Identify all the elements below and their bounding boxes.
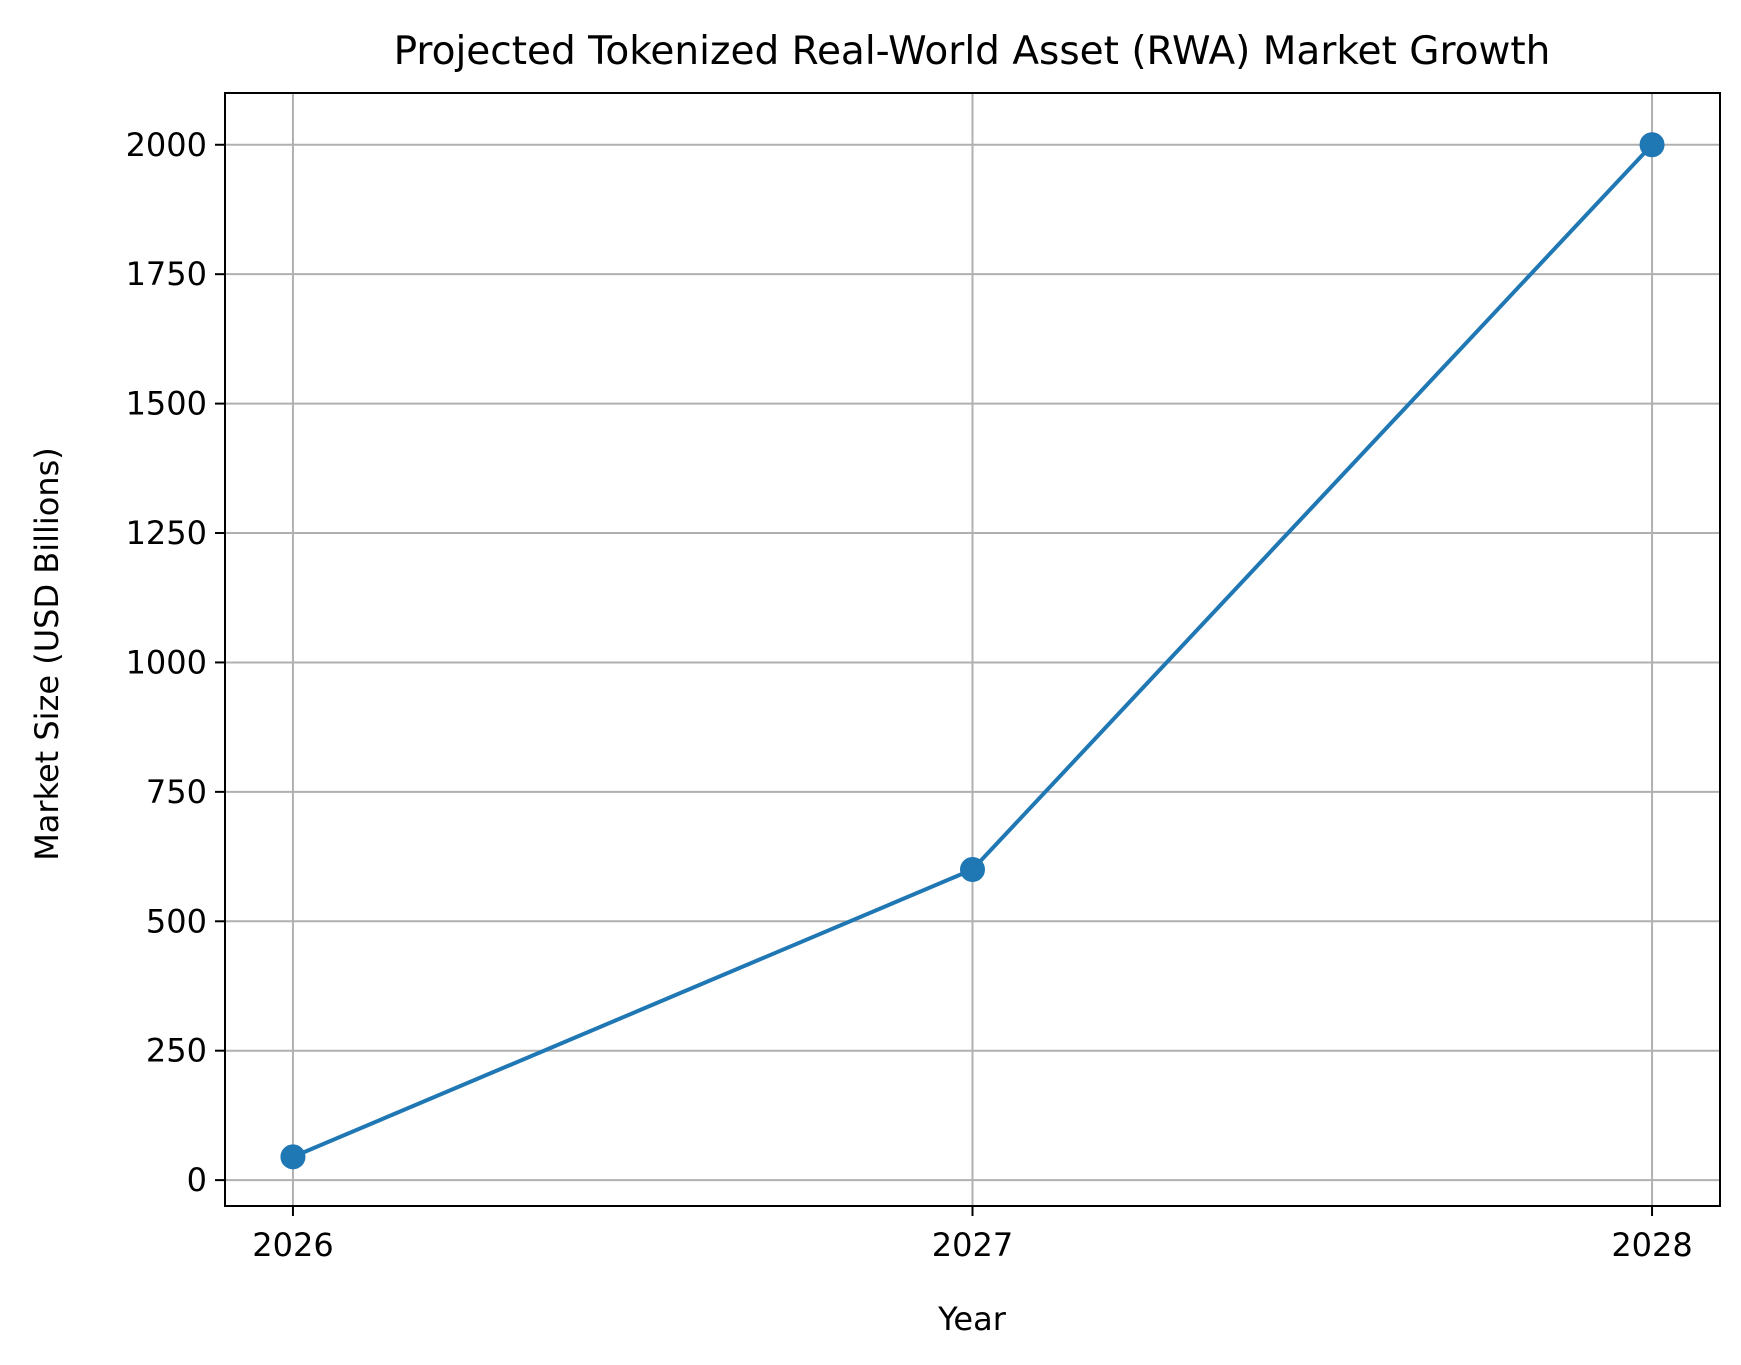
grid-lines [225,93,1720,1206]
y-tick-label: 0 [187,1161,207,1199]
y-tick-label: 1000 [126,643,207,681]
y-tick-label: 2000 [126,126,207,164]
chart-title: Projected Tokenized Real-World Asset (RW… [394,29,1551,74]
y-tick-label: 1750 [126,255,207,293]
plot-frame [224,92,1721,1207]
y-tick-label: 1250 [126,514,207,552]
y-tick-label: 1500 [126,385,207,423]
data-point-2027[interactable] [960,857,985,883]
x-tick-label: 2028 [1611,1226,1692,1264]
data-point-2026[interactable] [280,1144,306,1170]
series-layer [280,132,1665,1170]
y-tick-label: 250 [146,1032,207,1070]
y-tick-label: 500 [146,902,207,940]
y-tick-label: 750 [146,773,207,811]
x-tick-label: 2026 [252,1226,333,1264]
y-axis-label: Market Size (USD Billions) [28,447,66,861]
axis-ticks: 2026 2027 2028 0 250 500 750 1000 1250 1500 1750 20… [126,126,1693,1264]
data-point-2028[interactable] [1639,132,1665,158]
x-axis-label: Year [937,1300,1007,1338]
x-tick-label: 2027 [932,1226,1013,1264]
